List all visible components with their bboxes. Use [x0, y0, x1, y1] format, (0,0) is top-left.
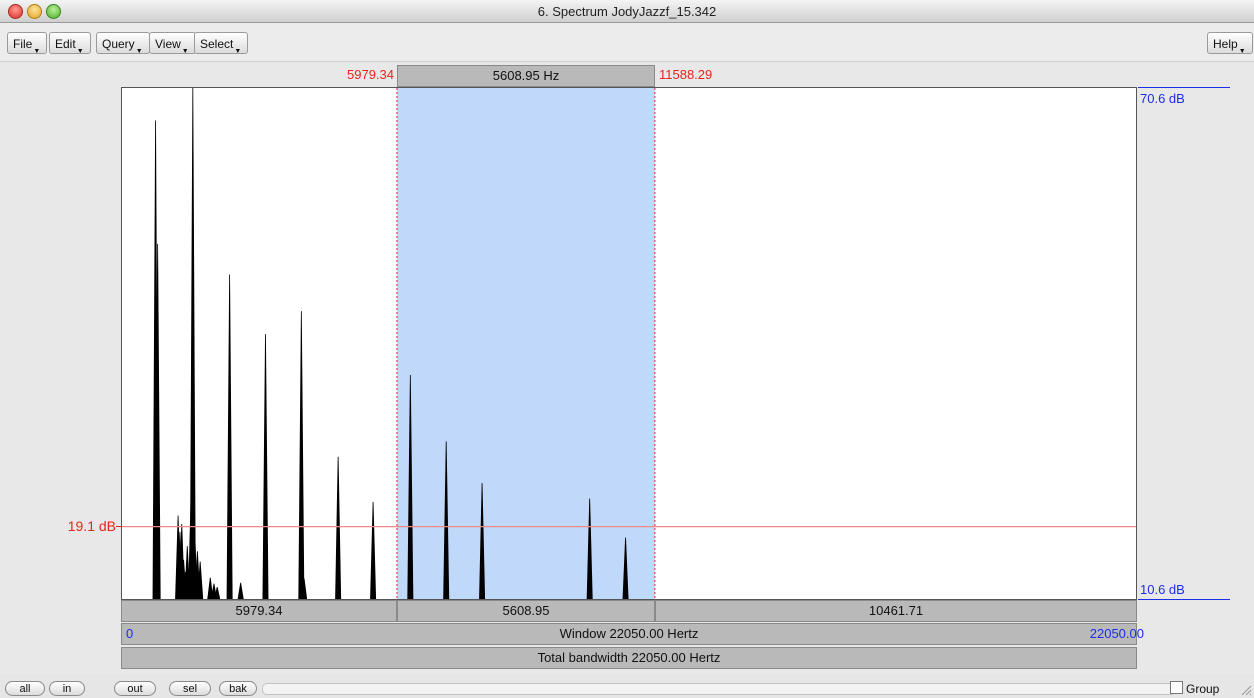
spectrum-plot[interactable] [121, 87, 1137, 600]
spectrum-peak [301, 578, 308, 599]
spectrum-peaks [152, 88, 629, 599]
menu-select-label: Select [200, 37, 234, 51]
checkbox-icon[interactable] [1170, 681, 1183, 694]
segment-selection-bar[interactable]: 5608.95 [397, 600, 655, 622]
spectrum-peak [479, 483, 486, 599]
segment-right-bar[interactable]: 10461.71 [655, 600, 1137, 622]
zoom-in-button[interactable]: in [49, 681, 85, 696]
group-checkbox[interactable]: Group [1170, 681, 1219, 696]
dropdown-caret-icon: ▼ [76, 48, 84, 55]
spectrum-svg [122, 88, 1136, 599]
zoom-window-button[interactable] [46, 4, 61, 19]
menu-edit[interactable]: Edit▼ [49, 32, 91, 55]
selection-region[interactable] [396, 88, 655, 599]
spectrum-peak [298, 311, 305, 599]
minimize-window-button[interactable] [27, 4, 42, 19]
menu-help[interactable]: Help▼ [1207, 32, 1253, 55]
y-min-marker [1138, 599, 1230, 600]
selection-start-label: 5979.34 [347, 67, 394, 82]
dropdown-caret-icon: ▼ [135, 48, 143, 55]
y-max-label: 70.6 dB [1140, 91, 1185, 106]
spectrum-peak [226, 274, 233, 599]
zoom-out-button[interactable]: out [114, 681, 156, 696]
window-title: 6. Spectrum JodyJazzf_15.342 [537, 4, 717, 19]
window-min-label: 0 [126, 626, 134, 641]
spectrum-peak [407, 375, 414, 599]
y-max-marker [1138, 87, 1230, 88]
dropdown-caret-icon: ▼ [1238, 48, 1246, 55]
group-label: Group [1186, 682, 1220, 696]
menu-select[interactable]: Select▼ [194, 32, 249, 55]
selection-end-label: 11588.29 [659, 67, 713, 82]
window-max-label: 22050.00 [1089, 626, 1144, 641]
cursor-tick [116, 526, 122, 527]
total-bandwidth-bar[interactable]: Total bandwidth 22050.00 Hertz [121, 647, 1137, 669]
spectrum-peak [189, 88, 196, 599]
zoom-sel-button[interactable]: sel [169, 681, 211, 696]
menu-edit-label: Edit [55, 37, 76, 51]
menu-query[interactable]: Query▼ [96, 32, 150, 55]
title-bar: 6. Spectrum JodyJazzf_15.342 [0, 0, 1254, 23]
spectrum-peak [237, 582, 244, 599]
selection-width-bar[interactable]: 5608.95 Hz [397, 65, 655, 87]
cursor-db-label: 19.1 dB [67, 518, 116, 534]
menu-view-label: View [155, 37, 181, 51]
spectrum-peak [197, 561, 204, 599]
menu-bar: File▼ Edit▼ Query▼ View▼ Select▼ Help▼ [0, 23, 1254, 62]
close-window-button[interactable] [8, 4, 23, 19]
spectrum-peak [214, 586, 221, 599]
spectrum-peak [335, 456, 342, 599]
zoom-all-button[interactable]: all [5, 681, 45, 696]
spectrum-peak [207, 577, 214, 599]
dropdown-caret-icon: ▼ [33, 48, 41, 55]
zoom-back-button[interactable]: bak [219, 681, 257, 696]
horizontal-scrollbar[interactable] [262, 683, 1176, 695]
spectrum-peak [154, 243, 161, 599]
spectrum-peak [622, 537, 629, 599]
menu-file-label: File [13, 37, 33, 51]
spectrum-peak [586, 498, 593, 599]
menu-query-label: Query [102, 37, 135, 51]
spectrum-peak [443, 441, 450, 599]
menu-view[interactable]: View▼ [149, 32, 196, 55]
y-min-label: 10.6 dB [1140, 582, 1185, 597]
segment-left-bar[interactable]: 5979.34 [121, 600, 397, 622]
resize-grip-icon[interactable] [1240, 684, 1252, 696]
dropdown-caret-icon: ▼ [234, 48, 242, 55]
spectrum-peak [262, 334, 269, 599]
menu-file[interactable]: File▼ [7, 32, 48, 55]
window-label: Window 22050.00 Hertz [559, 626, 699, 641]
dropdown-caret-icon: ▼ [181, 48, 189, 55]
window-bar[interactable]: 0 Window 22050.00 Hertz 22050.00 [121, 623, 1144, 645]
menu-help-label: Help [1213, 37, 1238, 51]
spectrum-peak [370, 501, 377, 599]
